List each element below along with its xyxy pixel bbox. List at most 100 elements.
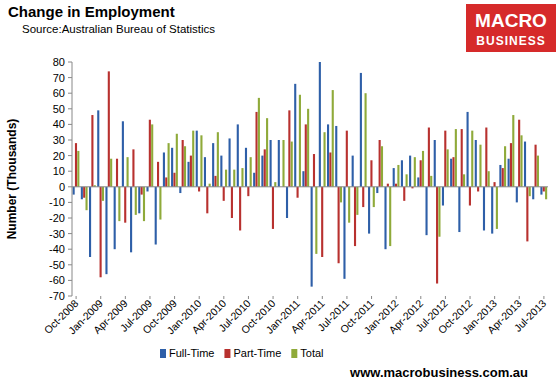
x-tick [100,296,101,299]
bar [329,152,331,186]
bar [477,187,479,192]
bar [362,187,364,207]
bar [352,156,354,187]
bar [237,124,239,186]
x-tick [543,296,544,299]
y-tick [68,280,72,281]
bar [393,168,395,187]
bar [192,131,194,187]
bar [288,110,290,186]
title: Change in Employment [8,3,175,20]
bar [282,140,284,187]
bar [368,187,370,234]
bar [516,187,518,203]
bar [508,159,510,187]
legend-label: Total [300,347,323,359]
bar [89,187,91,257]
bar [214,176,216,187]
y-tick-label: 70 [53,72,65,84]
x-tick [420,296,421,299]
x-tick [396,296,397,299]
bar [381,146,383,187]
bar [239,187,241,231]
bar [504,146,506,187]
y-tick [68,249,72,250]
bar [97,110,99,186]
bar [338,187,340,263]
bar [467,112,469,187]
chart: Change in Employment Source:Australian Bu… [0,0,560,382]
y-tick [68,171,72,172]
bar [116,159,118,187]
bar [91,115,93,187]
bar [81,187,83,199]
bar [414,157,416,187]
y-tick-label: -50 [49,259,65,271]
bar [83,187,85,198]
bar [212,143,214,187]
logo-text: BUSINESS [476,34,545,48]
bar [274,182,276,187]
bar [496,187,498,229]
y-tick [68,77,72,78]
bar [241,168,243,187]
bar [389,187,391,246]
bar [428,128,430,187]
bar [196,131,198,187]
bar [436,187,438,284]
bar [299,95,301,187]
y-tick [68,186,72,187]
bar [132,149,134,186]
bar [524,142,526,187]
y-tick-label: -20 [49,212,65,224]
bar [250,157,252,187]
y-tick-label: 10 [53,165,65,177]
zero-line [72,186,548,187]
bar [272,187,274,229]
bar [417,177,419,186]
y-tick [68,233,72,234]
x-tick [297,296,298,299]
bar [354,187,356,246]
bar [403,187,405,201]
bar [291,142,293,187]
axis-title: Number (Thousands) [5,119,19,240]
bar [543,187,545,192]
bar [502,168,504,187]
bar [155,187,157,245]
x-tick-label: Jul-2013 [511,297,548,334]
x-tick [494,296,495,299]
bar [532,187,534,199]
bar [233,170,235,187]
y-tick [68,93,72,94]
subtitle: Source:Australian Bureau of Statistics [22,23,215,35]
bar [526,187,528,242]
y-axis [72,62,73,296]
bar [452,157,454,187]
bar [138,187,140,214]
bar [146,187,148,192]
bar [518,120,520,187]
bar [442,187,444,206]
logo-box [466,4,556,52]
bar [176,134,178,187]
bar [537,156,539,187]
bar [255,112,257,187]
y-tick [68,124,72,125]
y-tick-label: 20 [53,150,65,162]
bar [483,187,485,231]
y-tick [68,264,72,265]
x-tick [248,296,249,299]
bar [102,187,104,201]
bar [182,140,184,187]
y-tick-label: 50 [53,103,65,115]
bar [223,187,225,201]
bar [332,90,334,187]
bar [229,138,231,186]
bar [319,62,321,187]
bar [485,128,487,187]
bar [438,187,440,237]
bar [401,160,403,187]
bar [512,115,514,187]
bar [520,135,522,186]
